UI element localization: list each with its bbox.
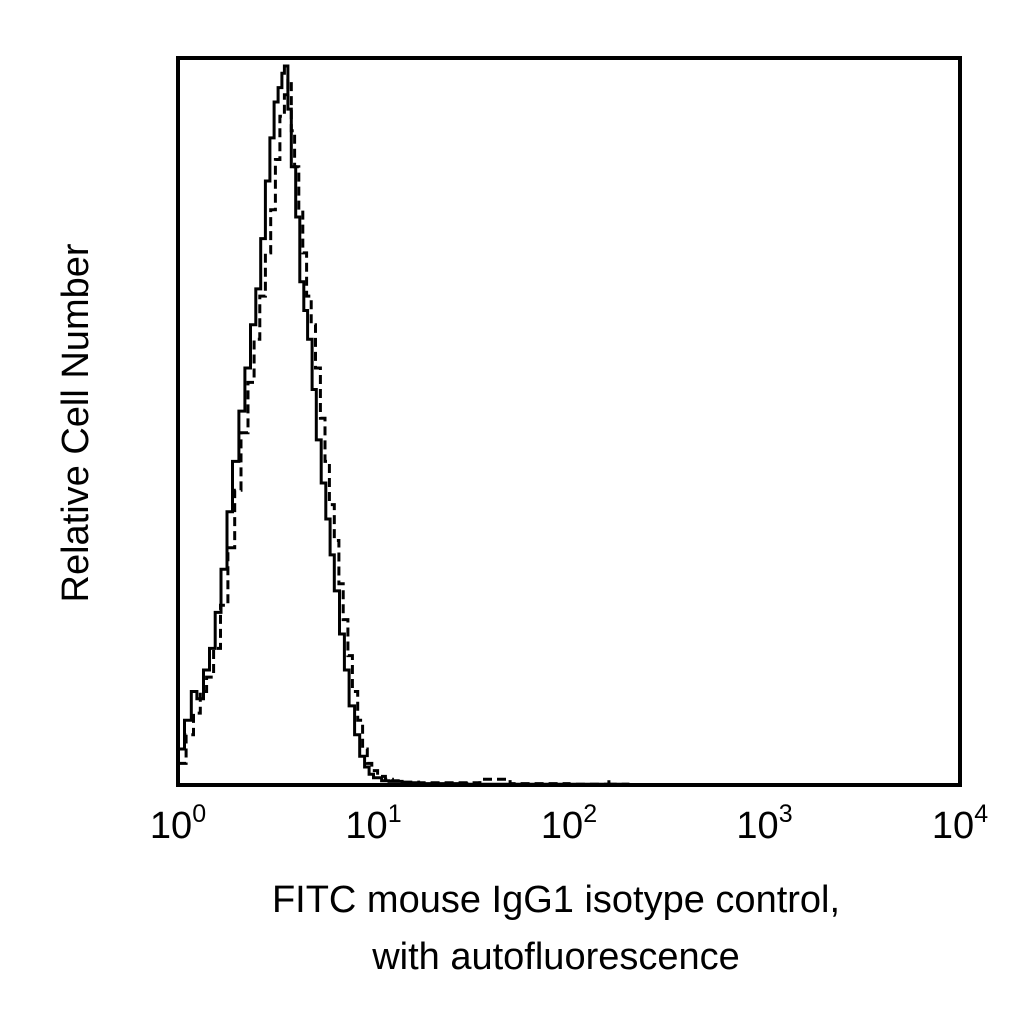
series-layer [178,64,960,787]
x-tick-labels: 100 101 102 103 104 [150,800,988,847]
x-tick-exponent: 3 [779,800,793,828]
x-tick-exponent: 0 [192,800,206,828]
x-tick-label: 104 [932,800,988,847]
x-tick-label: 102 [541,800,597,847]
x-tick-label: 103 [736,800,792,847]
series-line-dashed [178,78,960,787]
x-tick-label: 101 [345,800,401,847]
y-axis-title: Relative Cell Number [55,243,97,602]
x-tick-label: 100 [150,800,206,847]
x-axis-title-line-2: with autofluorescence [371,936,740,978]
x-tick-exponent: 2 [583,800,597,828]
x-tick-base: 10 [150,805,192,847]
x-tick-exponent: 4 [974,800,988,828]
x-tick-base: 10 [932,805,974,847]
series-line-solid [178,64,960,787]
x-tick-base: 10 [736,805,778,847]
x-tick-base: 10 [345,805,387,847]
x-tick-base: 10 [541,805,583,847]
x-tick-exponent: 1 [388,800,402,828]
x-axis-title-line-1: FITC mouse IgG1 isotype control, [272,879,840,921]
